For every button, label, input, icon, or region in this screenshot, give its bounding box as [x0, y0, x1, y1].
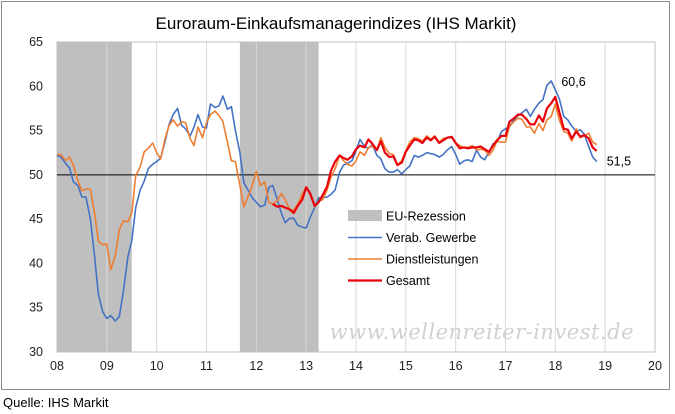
- y-tick-label: 45: [29, 212, 43, 226]
- y-tick-label: 60: [29, 79, 43, 93]
- annotations: 60,6 51,5: [561, 75, 631, 169]
- watermark-text: www.wellenreiter-invest.de: [330, 320, 634, 344]
- x-tick-label: 19: [598, 359, 612, 373]
- series-line-dienstleistungen: [57, 103, 598, 271]
- y-tick-label: 65: [29, 35, 43, 49]
- legend-label: EU-Rezession: [386, 210, 466, 224]
- y-tick-label: 55: [29, 124, 43, 138]
- x-tick-label: 16: [449, 359, 463, 373]
- legend-swatch-rezession: [348, 210, 382, 221]
- x-tick-label: 10: [150, 359, 164, 373]
- x-tick-label: 13: [299, 359, 313, 373]
- legend: EU-Rezession Verab. Gewerbe Dienstleistung…: [348, 210, 478, 288]
- y-tick-label: 40: [29, 256, 43, 270]
- x-tick-label: 17: [499, 359, 513, 373]
- grid-lines: [56, 41, 656, 353]
- recession-band-1: [57, 42, 132, 352]
- legend-label: Verab. Gewerbe: [386, 231, 476, 245]
- x-tick-label: 18: [548, 359, 562, 373]
- x-tick-label: 14: [349, 359, 363, 373]
- x-tick-label: 15: [399, 359, 413, 373]
- legend-label: Gesamt: [386, 274, 430, 288]
- x-tick-label: 08: [50, 359, 64, 373]
- y-tick-label: 50: [29, 168, 43, 182]
- plot-area-border: [56, 41, 656, 353]
- y-tick-label: 30: [29, 345, 43, 359]
- x-tick-label: 12: [249, 359, 263, 373]
- data-annotation: 51,5: [607, 155, 631, 169]
- chart-frame: Euroraum-Einkaufsmanagerindizes (IHS Mar…: [1, 1, 670, 390]
- data-annotation: 60,6: [561, 75, 585, 89]
- axis-tick-labels: 30 35 40 45 50 55 60 65 08 09 10 11 12 13 14 15 16 17 18 19…: [29, 35, 662, 373]
- chart-title: Euroraum-Einkaufsmanagerindizes (IHS Mar…: [156, 14, 517, 33]
- series-lines: [56, 80, 598, 322]
- series-line-gesamt: [272, 95, 598, 214]
- x-tick-label: 20: [648, 359, 662, 373]
- legend-label: Dienstleistungen: [386, 253, 478, 267]
- y-tick-label: 35: [29, 301, 43, 315]
- source-note: Quelle: IHS Markit: [3, 395, 109, 410]
- x-tick-label: 11: [200, 359, 213, 373]
- x-tick-label: 09: [100, 359, 114, 373]
- chart-svg: Euroraum-Einkaufsmanagerindizes (IHS Mar…: [29, 14, 662, 373]
